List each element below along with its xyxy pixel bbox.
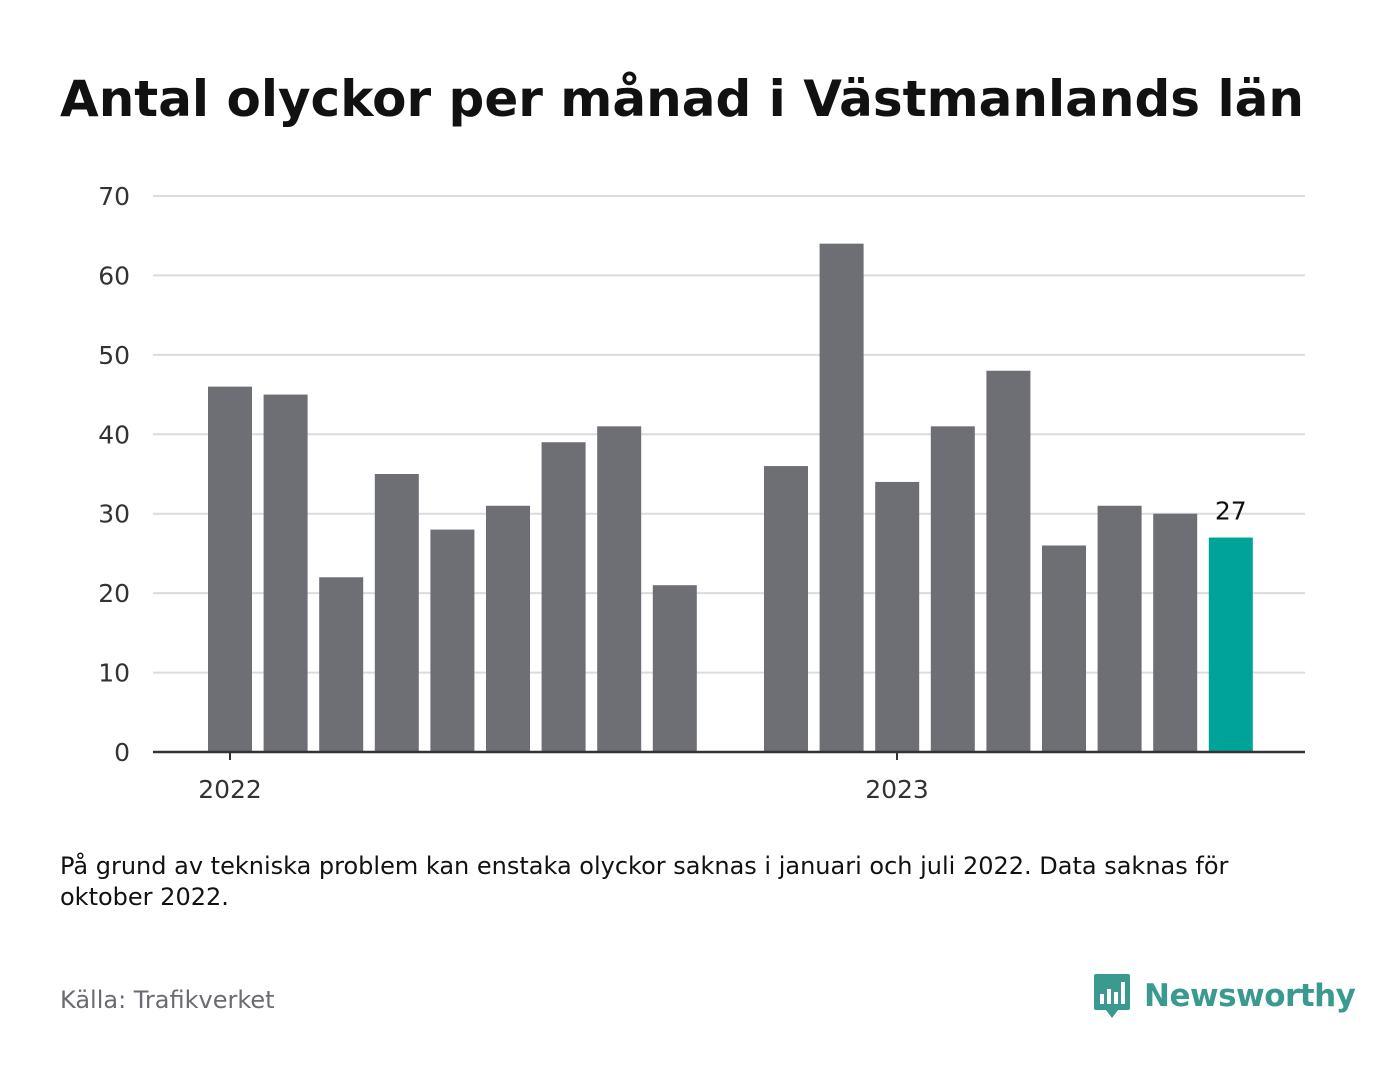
data-label: 27 <box>1215 497 1247 526</box>
bar <box>986 370 1031 752</box>
bar <box>319 577 364 752</box>
y-tick-label: 20 <box>98 579 130 608</box>
y-tick-label: 70 <box>98 182 130 211</box>
bar <box>764 466 808 752</box>
brand-logo[interactable]: Newsworthy <box>1092 972 1356 1020</box>
bar <box>263 394 308 752</box>
bar <box>875 481 920 752</box>
chart-note: På grund av tekniska problem kan enstaka… <box>60 852 1229 911</box>
x-tick-label: 2022 <box>198 775 262 804</box>
y-tick-label: 40 <box>98 420 130 449</box>
brand-name: Newsworthy <box>1144 978 1356 1014</box>
bar <box>541 442 586 752</box>
bar <box>430 529 475 752</box>
bar <box>930 426 975 752</box>
bar <box>486 505 530 752</box>
bar <box>1097 505 1142 752</box>
bar-chart: 0 10 20 30 40 50 60 70 27 2022 2023 <box>98 182 1305 804</box>
bar <box>1208 537 1253 752</box>
y-tick-label: 30 <box>98 500 130 529</box>
y-tick-label: 0 <box>114 738 130 767</box>
y-tick-label: 10 <box>98 659 130 688</box>
y-tick-label: 60 <box>98 261 130 290</box>
y-tick-label: 50 <box>98 341 130 370</box>
x-tick-label: 2023 <box>865 775 929 804</box>
source-label: Källa: Trafikverket <box>60 986 275 1014</box>
bar <box>374 474 419 752</box>
bar <box>652 585 697 752</box>
chart-title: Antal olyckor per månad i Västmanlands l… <box>60 70 1304 128</box>
bar <box>819 243 864 752</box>
bar <box>208 386 252 752</box>
bar <box>1153 513 1198 752</box>
bar <box>597 426 642 752</box>
bar <box>1042 545 1086 752</box>
newsworthy-logo-icon <box>1094 974 1130 1018</box>
